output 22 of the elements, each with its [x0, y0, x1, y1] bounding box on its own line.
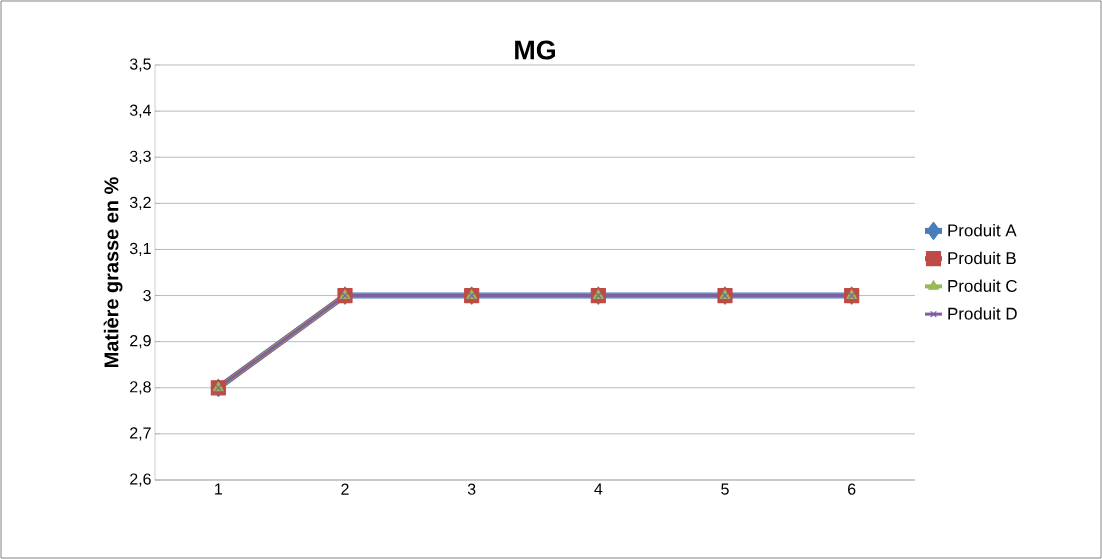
y-tick-label: 3: [143, 289, 151, 302]
y-axis-title: Matière grasse en %: [103, 177, 123, 367]
x-tick-label: 5: [721, 483, 729, 495]
legend-label: Produit A: [948, 224, 1017, 237]
y-tick-label: 3,3: [129, 150, 151, 164]
legend-label: Produit C: [948, 279, 1017, 292]
y-tick-label: 3,5: [129, 58, 151, 72]
x-tick-label: 2: [341, 483, 349, 495]
x-tick-label: 4: [594, 483, 603, 495]
y-tick-label: 3,4: [129, 104, 152, 118]
y-tick-label: 2,9: [130, 335, 151, 349]
y-tick-label: 3,1: [129, 242, 151, 257]
y-tick-label: 2,6: [130, 473, 151, 487]
legend-label: Produit D: [948, 307, 1017, 320]
x-tick-label: 6: [848, 483, 856, 495]
x-tick-label: 1: [215, 483, 222, 495]
legend-label: Produit B: [948, 251, 1016, 265]
y-tick-label: 2,8: [130, 381, 151, 395]
y-tick-label: 3,2: [129, 196, 151, 210]
chart-title: MG: [515, 40, 556, 60]
y-tick-label: 2,7: [130, 427, 151, 441]
x-tick-label: 3: [467, 483, 476, 495]
